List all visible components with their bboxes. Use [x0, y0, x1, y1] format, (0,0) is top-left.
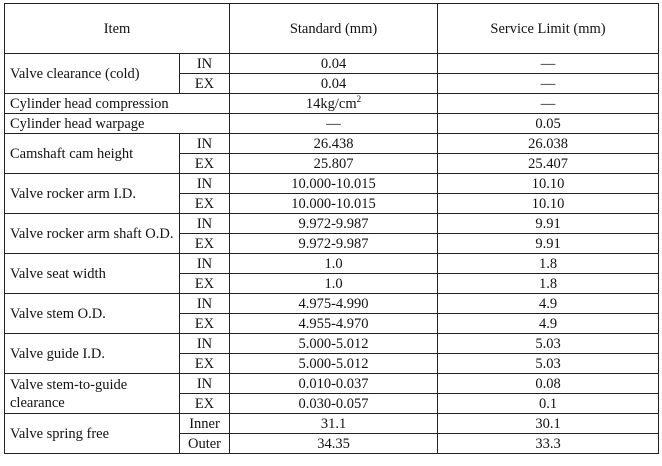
- table-row: EX 9.972-9.987 9.91: [5, 233, 660, 254]
- table-row: Camshaft cam height IN 26.438 26.038: [4, 133, 660, 174]
- table-row: Valve rocker arm I.D. IN 10.000-10.015 1…: [4, 173, 660, 214]
- sub-label: IN: [178, 293, 231, 314]
- sub-label: EX: [178, 313, 231, 334]
- table-row: Valve stem-to-guide clearance IN 0.010-0…: [4, 373, 660, 414]
- standard-value: 1.0: [229, 253, 439, 274]
- header-item: Item: [3, 3, 231, 54]
- standard-value: 26.438: [229, 133, 439, 154]
- limit-value: —: [437, 93, 660, 114]
- sub-label: EX: [178, 153, 231, 174]
- standard-value: 1.0: [229, 273, 439, 294]
- item-label: Valve clearance (cold): [4, 53, 180, 94]
- standard-value: —: [229, 113, 439, 134]
- standard-value: 5.000-5.012: [229, 353, 439, 374]
- standard-value: 25.807: [229, 153, 439, 174]
- sub-label: Inner: [178, 413, 231, 434]
- table-row: Cylinder head warpage — 0.05: [3, 113, 660, 134]
- standard-value: 0.04: [229, 53, 439, 74]
- item-label: Camshaft cam height: [4, 133, 180, 174]
- table-row: EX 4.955-4.970 4.9: [5, 313, 660, 334]
- sub-label: EX: [178, 73, 231, 94]
- sub-label: IN: [178, 53, 231, 74]
- sub-label: IN: [178, 213, 231, 234]
- limit-value: 4.9: [437, 293, 660, 314]
- table-row: Outer 34.35 33.3: [5, 433, 660, 454]
- table-row: Valve spring free Inner 31.1 30.1: [4, 413, 660, 454]
- standard-value-text: 14kg/cm: [305, 95, 357, 112]
- sub-label: IN: [178, 133, 231, 154]
- standard-value: 9.972-9.987: [229, 233, 439, 254]
- table-row: Valve guide I.D. IN 5.000-5.012 5.03: [4, 333, 660, 374]
- limit-value: 0.1: [437, 393, 660, 414]
- standard-value: 31.1: [229, 413, 439, 434]
- item-label: Valve spring free: [4, 413, 180, 454]
- standard-value: 0.030-0.057: [229, 393, 439, 414]
- limit-value: 26.038: [437, 133, 660, 154]
- standard-value: 0.04: [229, 73, 439, 94]
- sub-label: IN: [178, 373, 231, 394]
- limit-value: 5.03: [437, 353, 660, 374]
- sub-label: IN: [178, 253, 231, 274]
- standard-value: 14kg/cm2: [229, 93, 439, 114]
- sub-label: EX: [178, 273, 231, 294]
- standard-value: 34.35: [229, 433, 439, 454]
- limit-value: —: [437, 53, 660, 74]
- standard-value: 10.000-10.015: [229, 193, 439, 214]
- limit-value: 30.1: [437, 413, 660, 434]
- limit-value: 1.8: [437, 273, 660, 294]
- limit-value: 0.05: [437, 113, 660, 134]
- item-label: Valve stem O.D.: [4, 293, 180, 334]
- item-label: Valve seat width: [4, 253, 180, 294]
- limit-value: —: [437, 73, 660, 94]
- table-row: Valve clearance (cold) IN 0.04 —: [4, 53, 660, 94]
- sub-label: EX: [178, 233, 231, 254]
- table-row: Valve seat width IN 1.0 1.8: [4, 253, 660, 294]
- item-label: Cylinder head warpage: [3, 113, 231, 134]
- item-label: Valve rocker arm I.D.: [4, 173, 180, 214]
- standard-value: 0.010-0.037: [229, 373, 439, 394]
- table-row: Valve rocker arm shaft O.D. IN 9.972-9.9…: [4, 213, 660, 254]
- superscript: 2: [356, 93, 362, 104]
- item-label: Cylinder head compression: [3, 93, 231, 114]
- table-row: EX 5.000-5.012 5.03: [5, 353, 660, 374]
- sub-label: IN: [178, 173, 231, 194]
- standard-value: 9.972-9.987: [229, 213, 439, 234]
- limit-value: 0.08: [437, 373, 660, 394]
- limit-value: 9.91: [437, 213, 660, 234]
- limit-value: 25.407: [437, 153, 660, 174]
- standard-value: 5.000-5.012: [229, 333, 439, 354]
- header-service-limit: Service Limit (mm): [437, 3, 660, 54]
- sub-label: EX: [178, 393, 231, 414]
- limit-value: 9.91: [437, 233, 660, 254]
- table-row: Cylinder head compression 14kg/cm2 —: [3, 93, 660, 114]
- limit-value: 10.10: [437, 173, 660, 194]
- item-label: Valve guide I.D.: [4, 333, 180, 374]
- standard-value: 4.975-4.990: [229, 293, 439, 314]
- table-row: EX 25.807 25.407: [5, 153, 660, 174]
- header-row: Item Standard (mm) Service Limit (mm): [3, 3, 660, 54]
- limit-value: 1.8: [437, 253, 660, 274]
- sub-label: IN: [178, 333, 231, 354]
- limit-value: 4.9: [437, 313, 660, 334]
- table-row: Valve stem O.D. IN 4.975-4.990 4.9: [4, 293, 660, 334]
- header-standard: Standard (mm): [229, 3, 439, 54]
- table-row: EX 1.0 1.8: [5, 273, 660, 294]
- standard-value: 4.955-4.970: [229, 313, 439, 334]
- sub-label: EX: [178, 353, 231, 374]
- sub-label: EX: [178, 193, 231, 214]
- item-label: Valve rocker arm shaft O.D.: [4, 213, 180, 254]
- standard-value: 10.000-10.015: [229, 173, 439, 194]
- specification-table: Item Standard (mm) Service Limit (mm) Va…: [3, 3, 660, 454]
- limit-value: 5.03: [437, 333, 660, 354]
- sub-label: Outer: [178, 433, 231, 454]
- item-label: Valve stem-to-guide clearance: [4, 373, 180, 414]
- limit-value: 33.3: [437, 433, 660, 454]
- limit-value: 10.10: [437, 193, 660, 214]
